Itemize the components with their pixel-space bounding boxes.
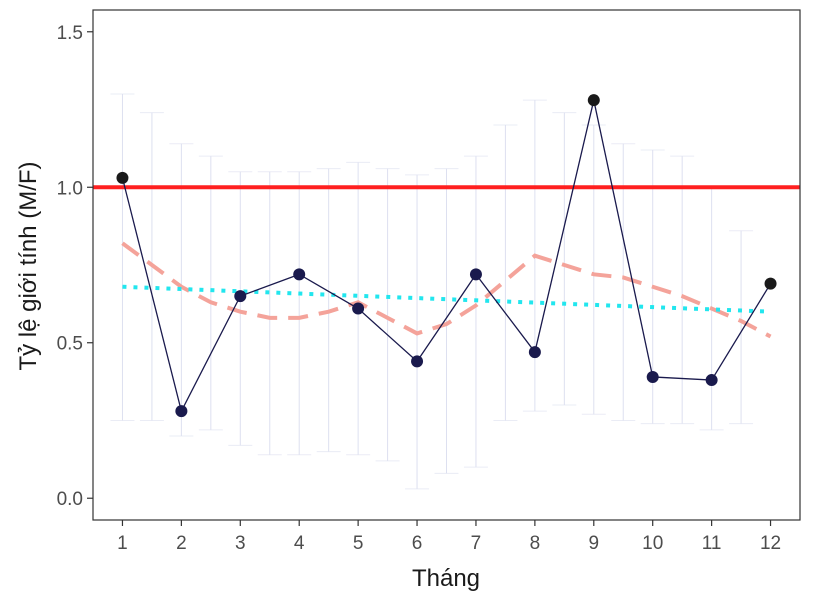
- markers: [116, 94, 777, 418]
- data-point-7: [469, 268, 482, 281]
- x-tick-label-1: 1: [117, 533, 128, 554]
- x-axis-title: Tháng: [412, 565, 480, 592]
- data-point-3: [234, 290, 247, 303]
- x-tick-label-12: 12: [760, 533, 781, 554]
- y-tick-label-0.0: 0.0: [57, 489, 83, 510]
- data-point-12: [764, 277, 777, 290]
- observed-line: [121, 100, 772, 413]
- x-tick-label-11: 11: [702, 533, 722, 554]
- linear-trend-line: [122, 284, 771, 314]
- x-tick-label-10: 10: [642, 533, 663, 554]
- y-tick-label-1.5: 1.5: [57, 23, 83, 44]
- panel-frame: [92, 9, 801, 521]
- data-point-1: [116, 171, 129, 184]
- x-axis: 1 2 3 4 5 6 7 8 9 10 11 12: [117, 520, 781, 554]
- x-tick-label-6: 6: [412, 533, 423, 554]
- trend-layer: [121, 241, 772, 339]
- data-point-2: [175, 405, 188, 418]
- y-tick-label-0.5: 0.5: [57, 334, 83, 355]
- data-point-5: [352, 302, 365, 315]
- smooth-trend-line: [121, 241, 772, 339]
- y-axis: 0.0 0.5 1.0 1.5: [57, 23, 93, 510]
- x-tick-label-9: 9: [589, 533, 600, 554]
- x-tick-label-3: 3: [235, 533, 246, 554]
- x-tick-label-8: 8: [530, 533, 541, 554]
- y-tick-label-1.0: 1.0: [57, 178, 83, 199]
- data-point-4: [293, 268, 306, 281]
- data-point-11: [705, 374, 718, 387]
- data-point-10: [646, 370, 659, 383]
- x-tick-label-7: 7: [471, 533, 482, 554]
- x-tick-label-2: 2: [176, 533, 187, 554]
- data-point-8: [528, 346, 541, 359]
- y-axis-title: Tỷ lệ giới tính (M/F): [15, 161, 42, 370]
- x-tick-label-4: 4: [294, 533, 305, 554]
- data-point-6: [411, 355, 424, 368]
- panel-border: [92, 9, 801, 521]
- x-tick-label-5: 5: [353, 533, 364, 554]
- data-point-9: [587, 94, 600, 107]
- observed-series: [121, 100, 772, 413]
